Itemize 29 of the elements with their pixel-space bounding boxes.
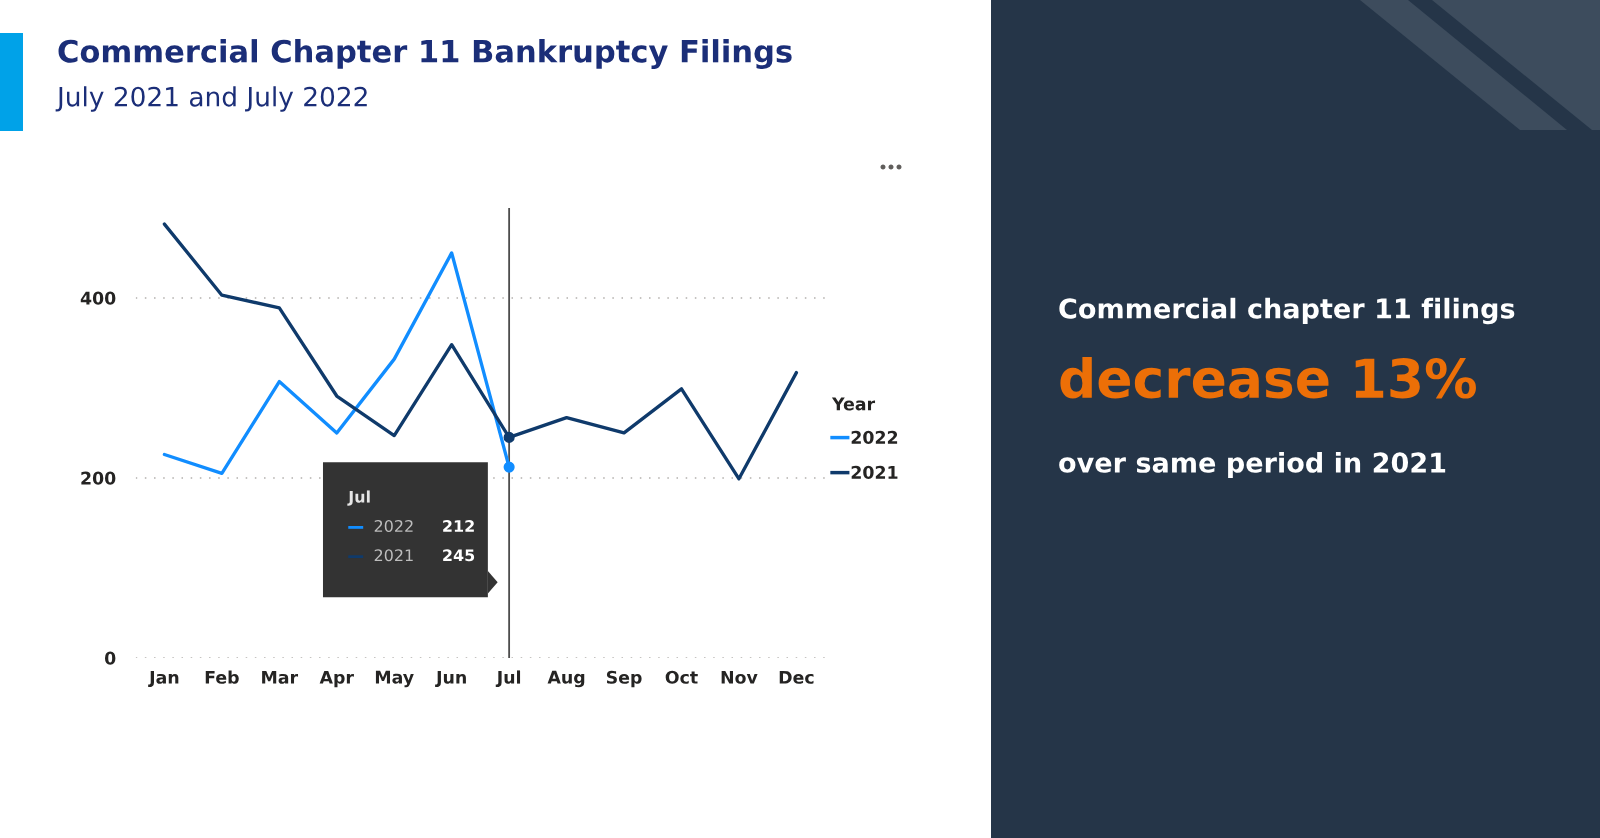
x-tick-label: Aug xyxy=(547,670,585,688)
x-tick-label: Sep xyxy=(606,670,642,688)
text: decrease 13% xyxy=(1060,357,1476,399)
y-tick-label: 200 xyxy=(81,471,116,485)
legend-label: 2022 xyxy=(374,519,413,533)
legend-title: Year xyxy=(831,397,876,411)
x-tick-label: Mar xyxy=(262,670,299,684)
x-tick-label: Jan xyxy=(148,670,179,688)
chart-subtitle: July 2021 and July 2022 xyxy=(55,86,367,112)
x-tick-label: Nov xyxy=(721,670,758,684)
annotation: 212 xyxy=(443,519,474,532)
text: Commercial chapter 11 filings xyxy=(1059,297,1515,325)
x-tick-label: Jul xyxy=(495,670,521,688)
x-tick-label: Feb xyxy=(205,670,239,684)
y-tick-label: 0 xyxy=(104,651,116,665)
chart-title: Commercial Chapter 11 Bankruptcy Filings xyxy=(58,39,792,69)
x-tick-label: Dec xyxy=(779,670,814,684)
x-tick-label: Oct xyxy=(665,670,698,684)
text: over same period in 2021 xyxy=(1059,451,1446,479)
line-series xyxy=(162,222,799,481)
x-tick-label: Apr xyxy=(319,670,354,688)
x-tick-label: Jun xyxy=(435,670,466,688)
text: 2022 xyxy=(851,430,898,444)
x-tick-label: May xyxy=(375,670,414,688)
legend-label: 2021 xyxy=(851,465,898,479)
annotation: 2021 xyxy=(374,549,413,562)
annotation: Jul xyxy=(347,490,370,506)
y-tick-label: 400 xyxy=(80,291,116,305)
annotation: 245 xyxy=(443,549,475,562)
